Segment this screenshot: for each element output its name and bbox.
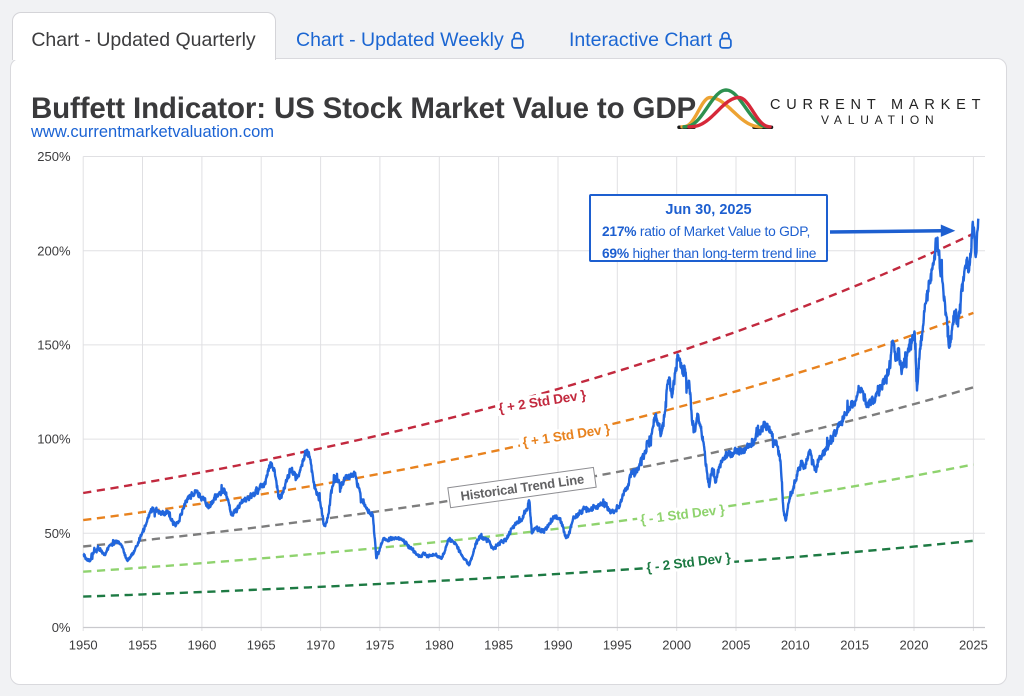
svg-text:1985: 1985	[484, 638, 513, 653]
svg-text:2000: 2000	[662, 638, 691, 653]
svg-text:1995: 1995	[603, 638, 632, 653]
svg-text:1975: 1975	[365, 638, 394, 653]
svg-text:VALUATION: VALUATION	[821, 113, 939, 127]
svg-text:CURRENT MARKET: CURRENT MARKET	[770, 97, 986, 113]
svg-text:2010: 2010	[781, 638, 810, 653]
svg-text:1970: 1970	[306, 638, 335, 653]
svg-text:0%: 0%	[52, 620, 71, 635]
svg-text:250%: 250%	[37, 149, 71, 164]
svg-text:1950: 1950	[69, 638, 98, 653]
svg-text:2020: 2020	[900, 638, 929, 653]
svg-text:1955: 1955	[128, 638, 157, 653]
svg-text:150%: 150%	[37, 338, 71, 353]
svg-text:2015: 2015	[840, 638, 869, 653]
svg-text:2025: 2025	[959, 638, 988, 653]
svg-text:200%: 200%	[37, 243, 71, 258]
svg-text:1965: 1965	[247, 638, 276, 653]
svg-text:1980: 1980	[425, 638, 454, 653]
svg-text:50%: 50%	[44, 526, 70, 541]
svg-text:1960: 1960	[187, 638, 216, 653]
svg-text:1990: 1990	[544, 638, 573, 653]
svg-text:100%: 100%	[37, 432, 71, 447]
svg-text:2005: 2005	[722, 638, 751, 653]
